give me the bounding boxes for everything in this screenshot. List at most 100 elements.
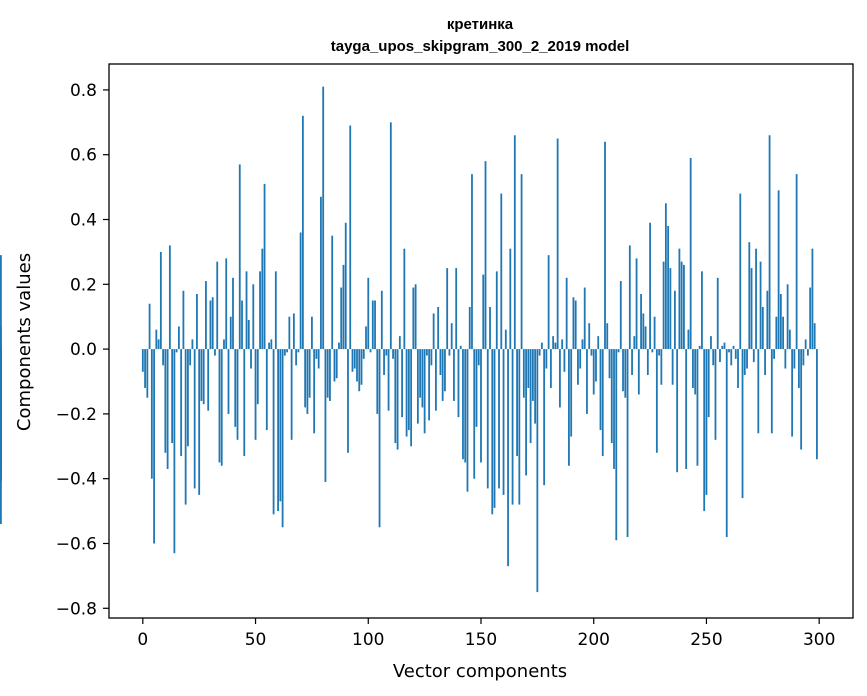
bar (281, 349, 284, 528)
bar (329, 349, 331, 401)
bar (414, 284, 417, 350)
bar (196, 294, 198, 350)
bar (777, 190, 780, 350)
x-tick-label: 0 (137, 630, 148, 650)
bar (694, 349, 697, 395)
bar (719, 349, 721, 363)
bar (538, 349, 541, 356)
bar (405, 349, 408, 437)
bar (254, 349, 257, 440)
bar (252, 284, 255, 350)
bar (430, 349, 433, 366)
bar (610, 349, 613, 444)
bar (664, 203, 667, 350)
bar (455, 268, 458, 350)
bar (435, 349, 437, 411)
bar (667, 225, 670, 350)
bar (407, 349, 410, 431)
bar (511, 349, 514, 505)
bar (606, 323, 609, 350)
x-tick-label: 300 (803, 630, 835, 650)
bar (703, 349, 706, 512)
x-axis-ticks: 0 50 100 150 200 250 300 (137, 618, 835, 650)
bar (234, 349, 237, 427)
bar (146, 349, 149, 398)
bar (525, 349, 527, 476)
bar (444, 349, 446, 392)
bar (311, 316, 313, 350)
bar (340, 287, 343, 350)
bar (613, 349, 615, 469)
bar (692, 349, 694, 388)
bar (279, 349, 282, 502)
bar (457, 349, 460, 418)
bar (721, 345, 724, 350)
bar (180, 349, 183, 457)
bar (459, 345, 462, 350)
bar (725, 349, 728, 538)
bar (716, 277, 719, 350)
bar (764, 349, 766, 376)
bar (0, 326, 2, 350)
bar (504, 329, 507, 350)
bar (376, 349, 379, 414)
bar (477, 349, 480, 366)
bar (484, 161, 487, 350)
bar (791, 349, 794, 437)
bar (617, 349, 620, 353)
bar (701, 271, 703, 350)
bar (389, 122, 392, 350)
bar (597, 336, 600, 350)
bar (583, 287, 586, 350)
bar (428, 349, 431, 421)
bar (804, 339, 807, 350)
bar (624, 349, 627, 398)
bar (198, 349, 201, 495)
bar (662, 261, 665, 350)
bar (732, 345, 735, 350)
bar (286, 349, 289, 353)
bar (502, 349, 505, 495)
bar (164, 349, 167, 453)
bar (768, 135, 771, 350)
bar (324, 349, 327, 482)
bar (268, 342, 270, 350)
bar (207, 349, 210, 411)
bar (608, 349, 611, 379)
bar (498, 349, 500, 489)
bar (651, 349, 654, 353)
bar (568, 349, 570, 466)
bar (441, 349, 444, 401)
bar (746, 349, 748, 369)
bar (486, 349, 489, 489)
bar (513, 135, 516, 350)
y-tick-label: −0.2 (56, 405, 97, 425)
bar (595, 349, 597, 382)
bar (626, 349, 629, 538)
bar (398, 336, 401, 350)
bar (813, 323, 816, 350)
bar (755, 248, 757, 350)
bar (396, 349, 399, 450)
bar (338, 342, 340, 350)
bar (374, 300, 376, 350)
bar (807, 349, 809, 356)
bar (601, 349, 604, 457)
bar (256, 349, 259, 405)
plot-frame (108, 63, 854, 619)
bar (802, 349, 805, 366)
bar (775, 316, 778, 350)
bar (356, 349, 358, 382)
bar (622, 349, 624, 392)
bar (480, 349, 482, 463)
bar (157, 339, 160, 350)
bar (313, 349, 316, 434)
bar (509, 248, 512, 350)
bar (432, 313, 435, 350)
bar (299, 232, 302, 350)
bar (493, 349, 496, 508)
bar (232, 277, 234, 350)
bar (162, 349, 165, 366)
bar (637, 349, 640, 395)
bar (734, 349, 737, 359)
